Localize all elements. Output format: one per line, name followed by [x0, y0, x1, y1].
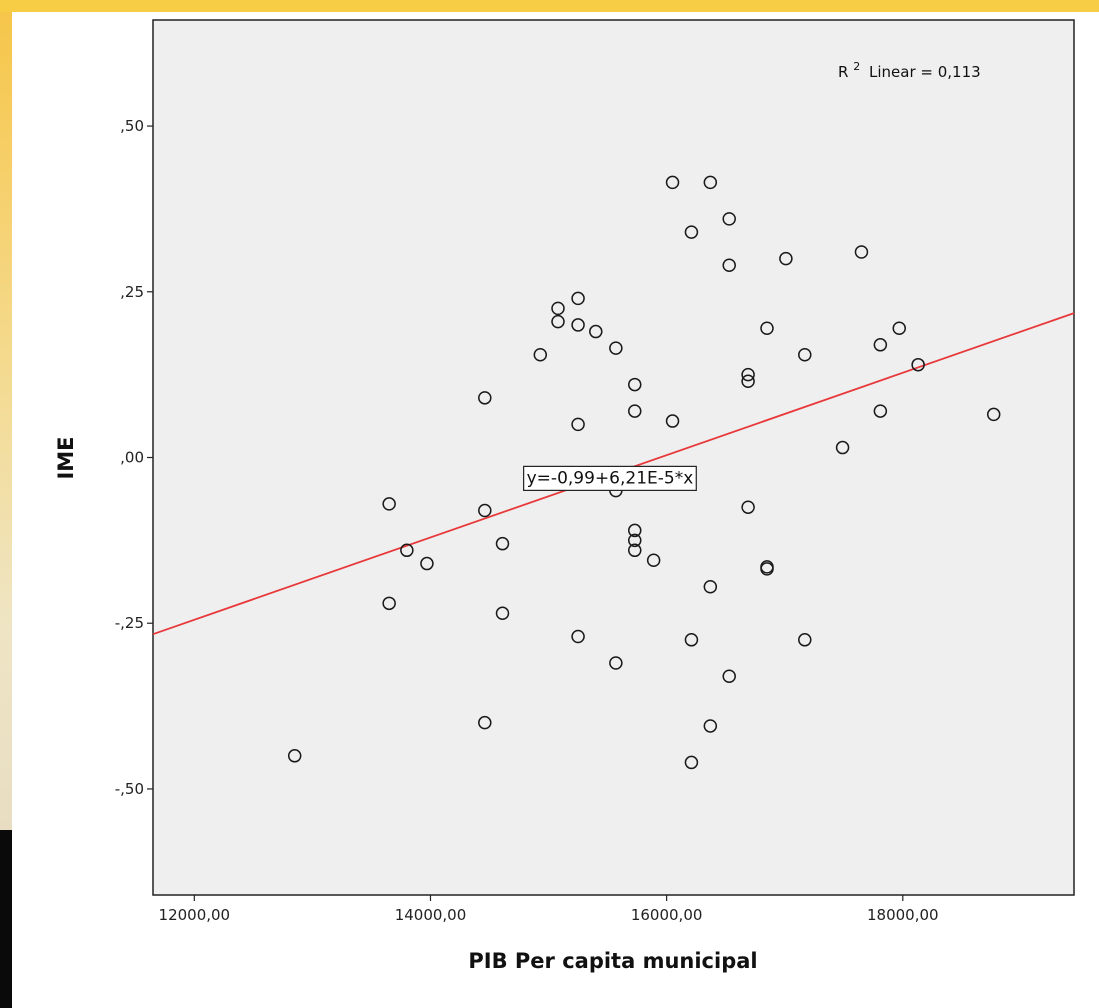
x-tick-label: 12000,00 — [159, 906, 231, 924]
data-point — [287, 749, 302, 763]
data-point — [495, 606, 510, 621]
data-point — [892, 321, 906, 335]
data-points — [287, 175, 1001, 770]
data-point — [873, 404, 888, 418]
data-point — [779, 251, 793, 266]
data-point — [722, 258, 736, 273]
data-point — [420, 556, 434, 571]
data-point — [571, 318, 585, 332]
data-point — [665, 414, 680, 428]
data-point — [495, 536, 510, 551]
data-point — [760, 562, 774, 576]
r-squared-text: Linear = 0,113 — [869, 63, 981, 81]
data-point — [589, 324, 603, 339]
y-tick-label: -,50 — [115, 780, 144, 798]
plot-area — [152, 19, 1075, 896]
data-point — [741, 500, 755, 514]
y-tick-label: ,25 — [120, 283, 144, 301]
data-point — [684, 755, 699, 770]
r-squared-superscript: 2 — [853, 60, 860, 73]
data-point — [665, 175, 680, 190]
data-point — [741, 367, 755, 382]
data-point — [798, 348, 812, 362]
data-point — [684, 633, 699, 647]
data-point — [911, 357, 925, 372]
fit-equation-box — [523, 465, 697, 491]
data-point — [835, 440, 850, 455]
x-tick-label: 16000,00 — [631, 906, 703, 924]
data-point — [609, 341, 623, 355]
corner-block — [0, 830, 12, 1008]
data-point — [478, 503, 492, 518]
data-point — [646, 553, 661, 567]
data-point — [722, 669, 736, 683]
data-point — [703, 175, 718, 190]
x-tick-label: 18000,00 — [867, 906, 939, 924]
data-point — [478, 715, 492, 730]
x-tick-label: 14000,00 — [395, 906, 467, 924]
data-point — [684, 225, 699, 239]
data-point — [628, 523, 642, 538]
x-axis-title: PIB Per capita municipal — [468, 949, 757, 973]
data-point — [609, 656, 623, 670]
r-squared-label: R 2 Linear = 0,113 — [838, 56, 981, 81]
data-point — [382, 596, 396, 611]
y-axis-title: IME — [54, 436, 78, 479]
data-point — [382, 497, 396, 511]
y-tick-label: -,25 — [115, 614, 144, 632]
data-point — [551, 314, 565, 329]
fit-equation-label: y=-0,99+6,21E-5*x — [523, 465, 697, 491]
top-frame-strip — [0, 0, 1099, 12]
x-axis: 12000,00 14000,00 16000,00 18000,00 — [159, 895, 939, 924]
data-point — [741, 374, 755, 389]
data-point — [628, 543, 642, 558]
data-point — [703, 719, 718, 733]
y-axis: ,50 ,25 ,00 -,25 -,50 — [115, 117, 153, 798]
y-tick-label: ,50 — [120, 117, 144, 135]
data-point — [628, 533, 642, 548]
data-point — [551, 301, 565, 316]
data-point — [533, 348, 548, 362]
data-point — [400, 543, 414, 558]
data-point — [854, 245, 869, 259]
data-point — [571, 629, 585, 644]
data-point — [628, 377, 642, 392]
data-point — [628, 404, 642, 418]
y-tick-label: ,00 — [120, 449, 144, 467]
data-point — [703, 580, 718, 594]
data-point — [722, 212, 736, 226]
data-point — [478, 391, 492, 405]
r-squared-letter: R — [838, 63, 848, 81]
data-point — [571, 291, 585, 306]
data-point — [571, 417, 585, 432]
data-point — [873, 338, 888, 352]
data-point — [798, 633, 812, 647]
data-point — [760, 321, 774, 335]
fit-equation-text: y=-0,99+6,21E-5*x — [527, 468, 694, 488]
data-point — [986, 407, 1001, 422]
left-frame-strip — [0, 12, 12, 830]
